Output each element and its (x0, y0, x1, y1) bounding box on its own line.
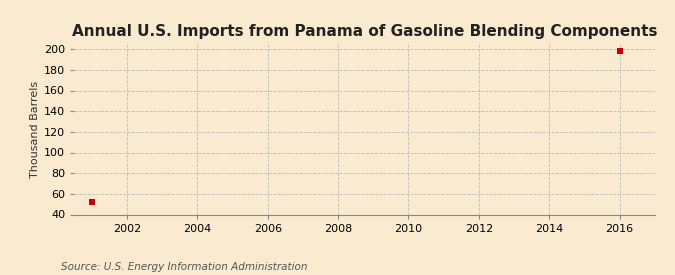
Title: Annual U.S. Imports from Panama of Gasoline Blending Components: Annual U.S. Imports from Panama of Gasol… (72, 24, 657, 39)
Y-axis label: Thousand Barrels: Thousand Barrels (30, 81, 40, 178)
Text: Source: U.S. Energy Information Administration: Source: U.S. Energy Information Administ… (61, 262, 307, 272)
